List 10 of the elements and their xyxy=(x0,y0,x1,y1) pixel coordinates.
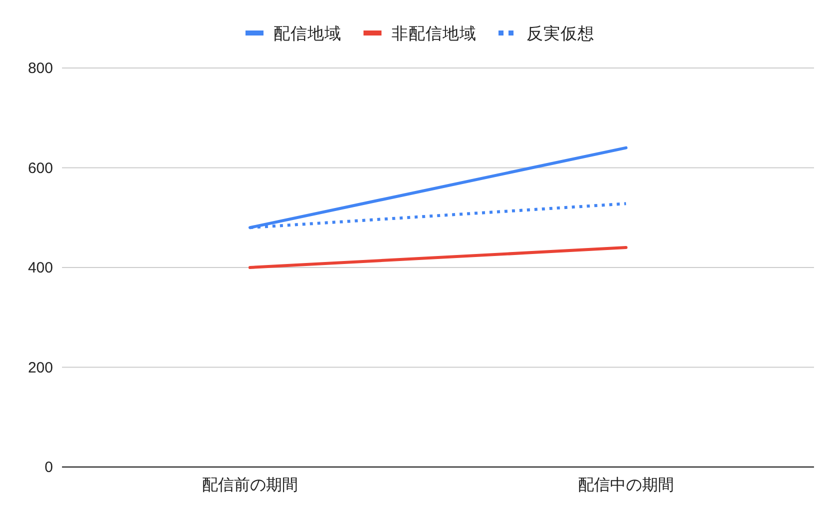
y-tick-label: 600 xyxy=(28,160,53,177)
x-tick-label: 配信前の期間 xyxy=(202,476,298,494)
y-tick-label: 800 xyxy=(28,60,53,77)
y-tick-label: 200 xyxy=(28,359,53,376)
x-tick-label: 配信中の期間 xyxy=(578,476,674,494)
y-tick-label: 0 xyxy=(44,459,53,476)
y-tick-label: 400 xyxy=(28,260,53,276)
legend-label: 非配信地域 xyxy=(392,25,476,43)
legend-label: 配信地域 xyxy=(274,25,342,43)
legend-label: 反実仮想 xyxy=(526,25,594,43)
